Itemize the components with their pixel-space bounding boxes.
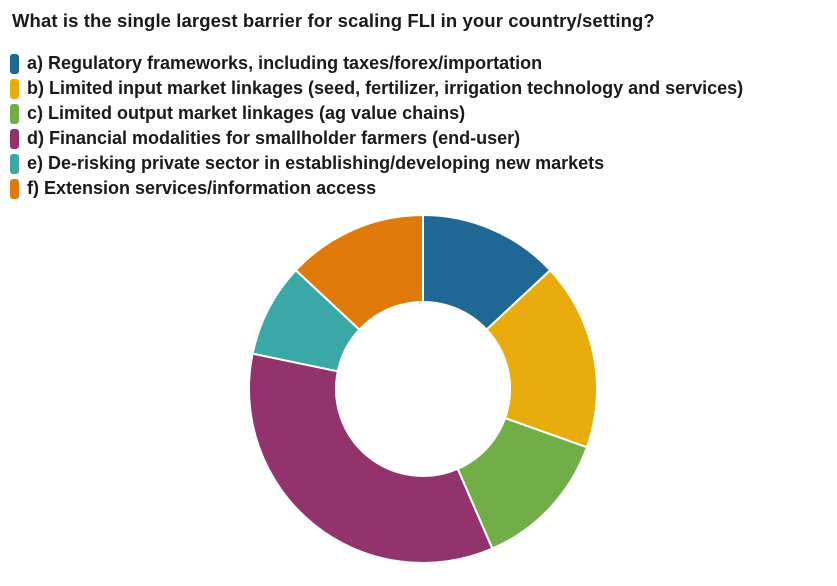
legend-label: a) Regulatory frameworks, including taxe… bbox=[27, 53, 543, 73]
legend-item: f) Extension services/information access bbox=[10, 176, 743, 201]
legend-item: e) De-risking private sector in establis… bbox=[10, 151, 743, 176]
legend-swatch bbox=[10, 153, 19, 174]
legend-item: c) Limited output market linkages (ag va… bbox=[10, 101, 743, 126]
legend-swatch bbox=[10, 178, 19, 199]
legend-label: b) Limited input market linkages (seed, … bbox=[27, 78, 744, 98]
legend-label: e) De-risking private sector in establis… bbox=[27, 153, 605, 173]
legend-swatch bbox=[10, 78, 19, 99]
legend-swatch bbox=[10, 103, 19, 124]
legend-label: f) Extension services/information access bbox=[27, 178, 377, 198]
donut-slice bbox=[294, 213, 424, 332]
legend-swatch bbox=[10, 53, 19, 74]
donut-slice bbox=[248, 352, 494, 564]
chart-title: What is the single largest barrier for s… bbox=[12, 10, 655, 31]
legend-swatch bbox=[10, 128, 19, 149]
legend-item: a) Regulatory frameworks, including taxe… bbox=[10, 51, 743, 76]
donut-slice bbox=[485, 268, 598, 449]
legend-label: c) Limited output market linkages (ag va… bbox=[27, 103, 466, 123]
legend: a) Regulatory frameworks, including taxe… bbox=[10, 51, 743, 201]
legend-label: d) Financial modalities for smallholder … bbox=[27, 128, 521, 148]
legend-item: b) Limited input market linkages (seed, … bbox=[10, 76, 743, 101]
legend-item: d) Financial modalities for smallholder … bbox=[10, 126, 743, 151]
